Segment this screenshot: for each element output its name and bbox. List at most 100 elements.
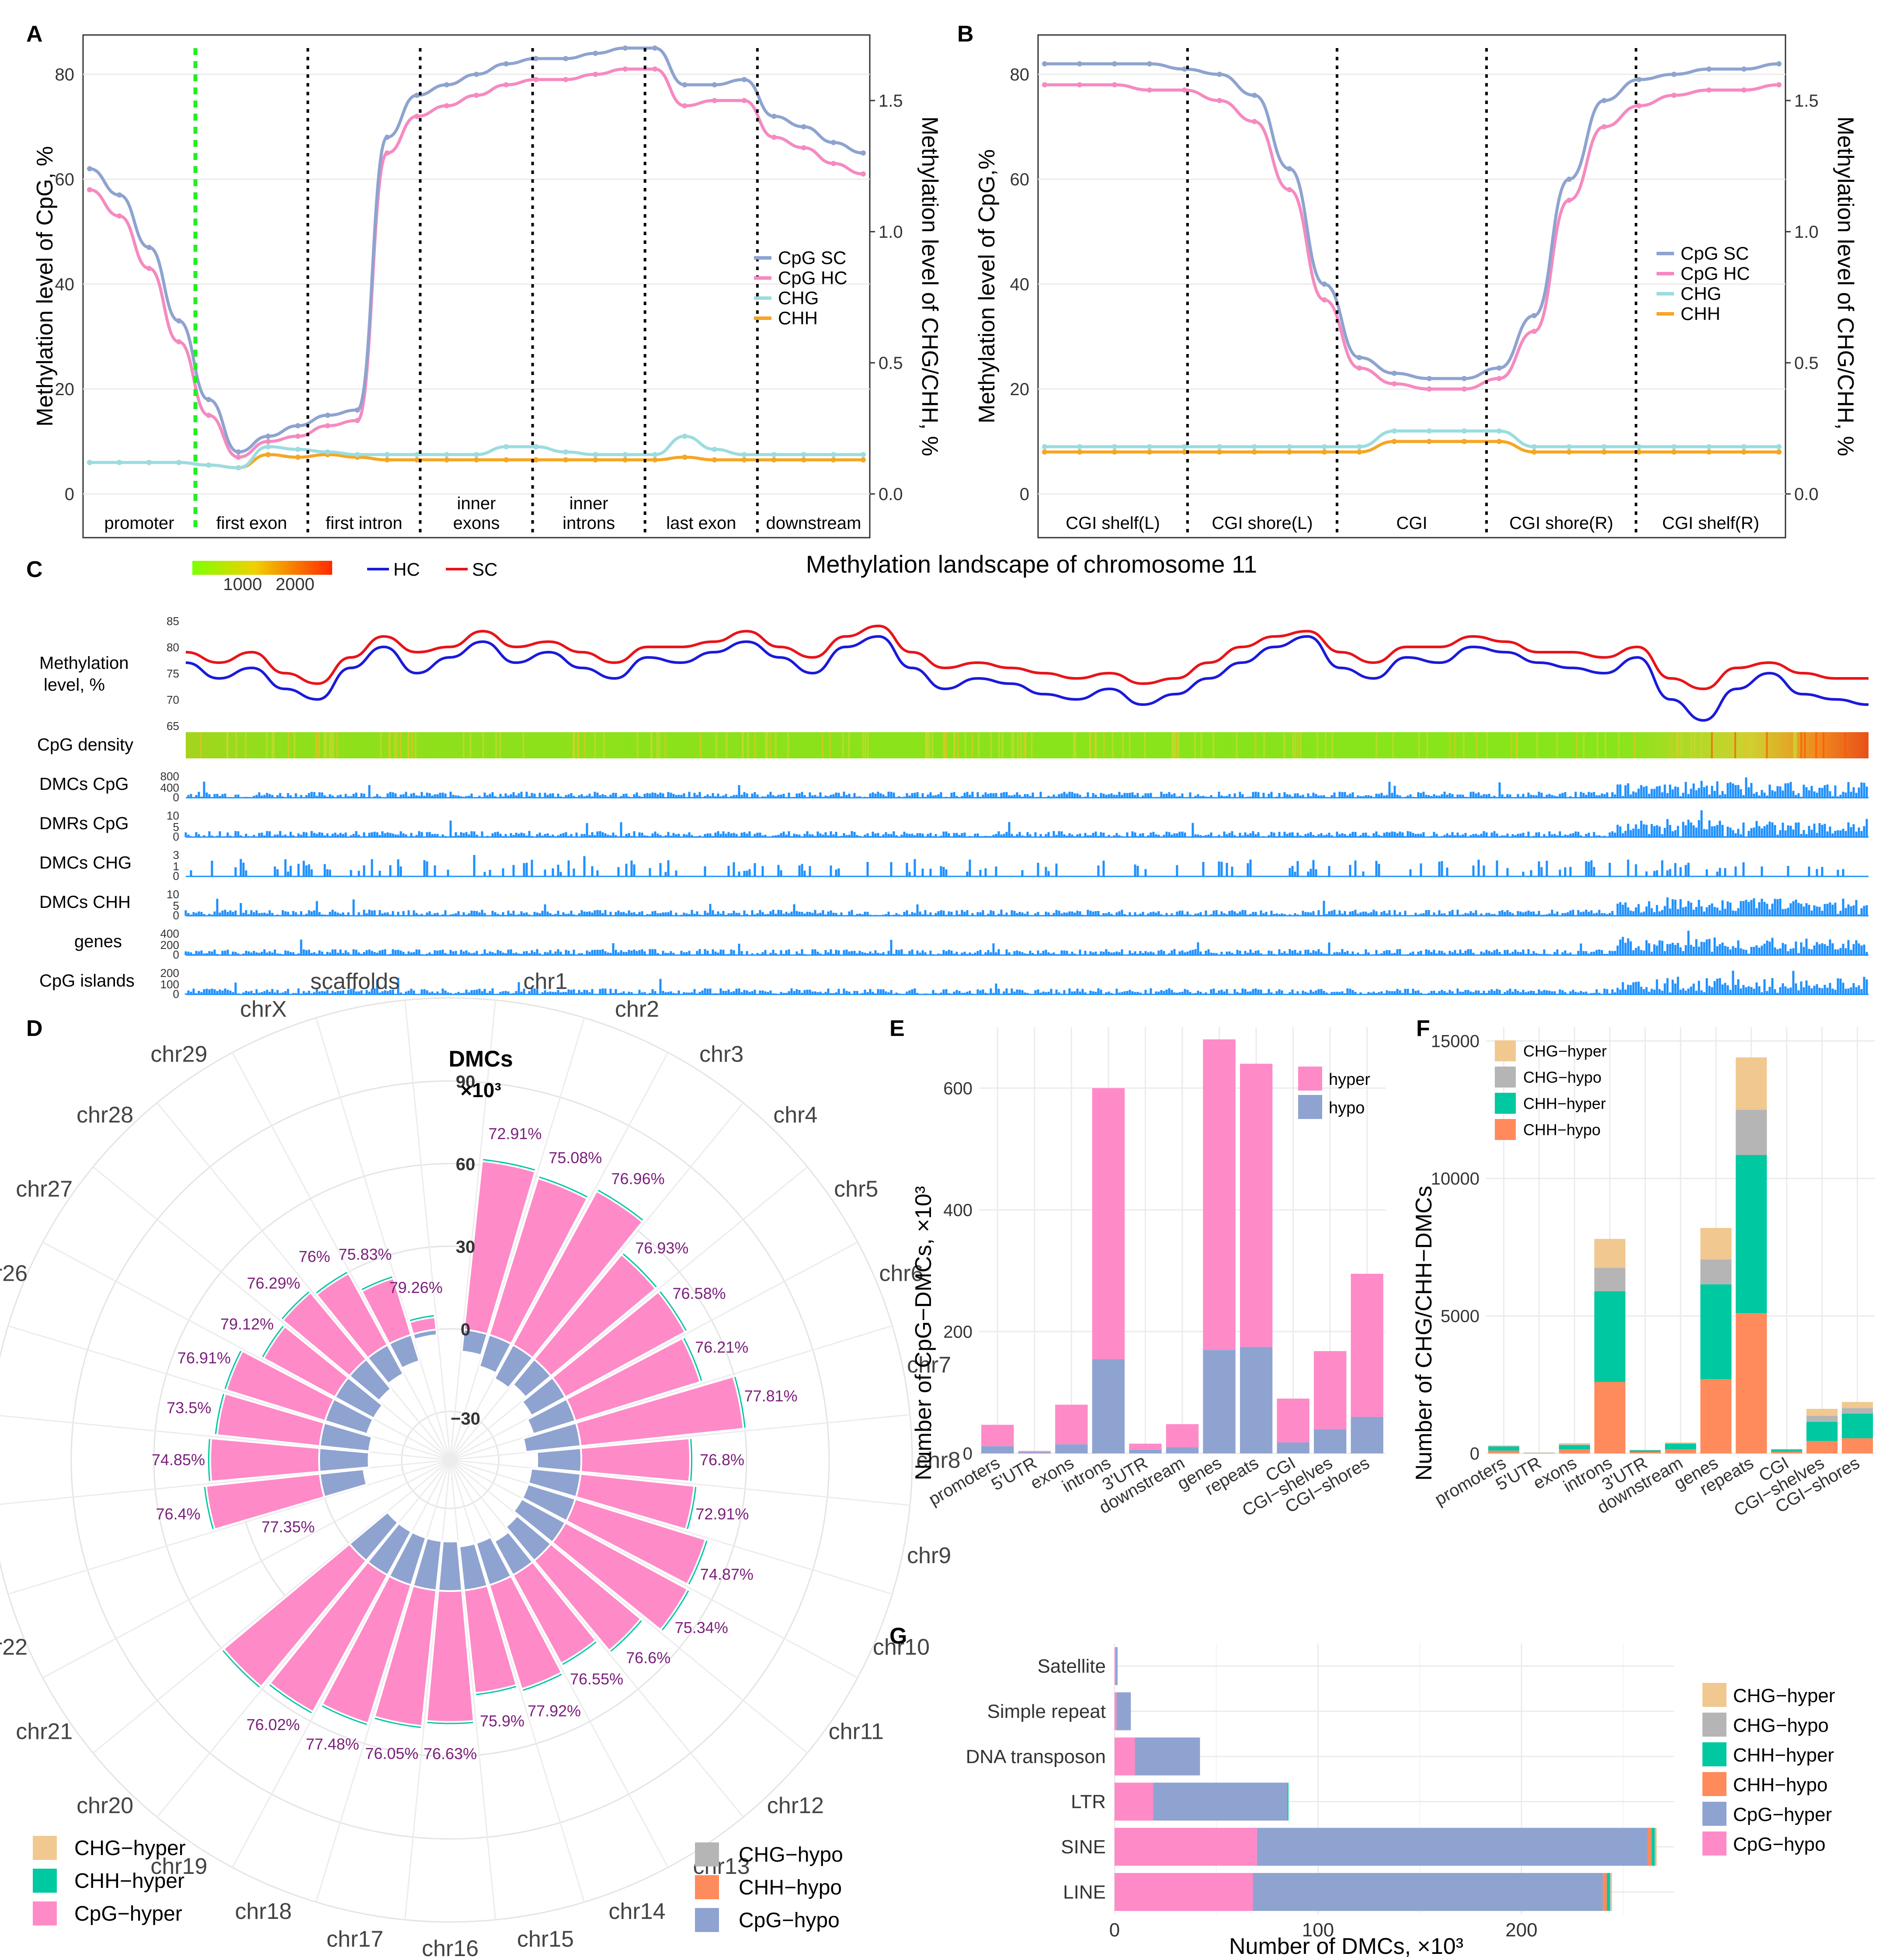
chromosome-label: chr14 xyxy=(608,1899,665,1924)
profile-point-cpg_sc xyxy=(1147,61,1152,66)
chh-hyper-wedge xyxy=(620,1251,660,1290)
polar-spoke xyxy=(92,1166,451,1461)
x-tick: 0 xyxy=(1109,1919,1120,1941)
track-label: genes xyxy=(74,932,122,951)
density-stripe xyxy=(699,732,702,758)
bar-chg_hypo xyxy=(1736,1109,1767,1155)
density-stripe xyxy=(584,732,586,758)
density-stripe xyxy=(1089,732,1091,758)
density-stripe xyxy=(1316,732,1319,758)
bar-chg_hyper xyxy=(1594,1239,1626,1268)
region-label: introns xyxy=(563,514,615,533)
chromosome-label: chr4 xyxy=(773,1102,817,1128)
legend-swatch xyxy=(33,1901,57,1925)
legend-swatch xyxy=(1495,1119,1516,1140)
region-label: exons xyxy=(453,514,500,533)
density-stripe xyxy=(971,732,973,758)
chh-hyper-wedge xyxy=(608,1617,645,1654)
bar-chh_hypo xyxy=(1736,1313,1767,1453)
right-tick: 1.0 xyxy=(1794,222,1819,242)
chromosome-label: chr17 xyxy=(326,1927,383,1952)
legend-swatch xyxy=(1495,1093,1516,1114)
y-tick: 10000 xyxy=(1431,1169,1480,1189)
track-tick: 10 xyxy=(167,888,179,901)
polar-spoke xyxy=(404,1000,451,1460)
polar-spoke xyxy=(449,1000,497,1460)
bar-chh_hyper xyxy=(1607,1873,1610,1911)
chromosome-label: chrX xyxy=(240,997,287,1022)
meth-tick: 80 xyxy=(167,641,179,654)
chromosome-label: chr26 xyxy=(0,1261,28,1286)
sc-line xyxy=(185,624,1869,691)
bar-hypo xyxy=(1166,1447,1199,1453)
region-label: CGI shelf(L) xyxy=(1066,514,1160,533)
profile-point-cpg_sc xyxy=(652,45,658,51)
profile-point-chh xyxy=(1077,449,1082,455)
profile-point-chh xyxy=(414,457,420,462)
profile-point-chg xyxy=(444,452,449,457)
density-stripe xyxy=(394,732,396,758)
y-tick: 400 xyxy=(943,1201,973,1220)
bar-chg_hypo xyxy=(1841,1408,1873,1414)
polar-spoke xyxy=(8,1459,451,1595)
hypo-wedge xyxy=(536,1447,583,1473)
bar-chg_hyper xyxy=(1656,1828,1657,1866)
polar-spoke xyxy=(156,1460,451,1818)
density-stripe xyxy=(1297,732,1299,758)
chh-hyper-wedge xyxy=(537,1174,590,1200)
profile-point-cpg_sc xyxy=(1392,371,1397,376)
hypo-wedge xyxy=(412,1328,438,1341)
legend-label: CHG−hypo xyxy=(1733,1715,1829,1736)
legend-swatch xyxy=(695,1875,719,1899)
track-tick: 0 xyxy=(173,948,179,961)
bar-hypo xyxy=(1129,1449,1162,1453)
x-tick: 100 xyxy=(1302,1919,1334,1941)
profile-point-cpg_hc xyxy=(265,439,271,444)
radial-tick: 60 xyxy=(456,1155,476,1174)
legend-label: CHH−hyper xyxy=(74,1870,184,1893)
panel-b-regions: CGI shelf(L) CGI shore(L) CGI CGI shore(R) C… xyxy=(1066,48,1759,533)
density-stripe xyxy=(769,732,771,758)
density-stripe xyxy=(293,732,295,758)
density-stripe xyxy=(332,732,334,758)
polar-spoke xyxy=(450,1166,808,1461)
profile-point-cpg_sc xyxy=(830,140,836,145)
profile-point-cpg_sc xyxy=(1287,166,1292,171)
legend-label: CHH xyxy=(778,308,818,328)
y-tick: LINE xyxy=(1063,1881,1106,1903)
y-tick: Satellite xyxy=(1037,1656,1106,1677)
density-stripe xyxy=(1031,732,1033,758)
track-tick: 10 xyxy=(167,809,179,822)
legend-label: CpG−hyper xyxy=(1733,1804,1832,1825)
profile-point-cpg_sc xyxy=(176,318,182,323)
bar-hyper xyxy=(1018,1451,1051,1453)
hypo-wedge xyxy=(324,1397,375,1435)
chromosome-label: chr16 xyxy=(422,1936,479,1960)
bar-chh_hyper xyxy=(1665,1443,1696,1449)
panel-f-ylabel: Number of CHG/CHH−DMCs xyxy=(1411,1186,1437,1481)
panel-a-label: A xyxy=(26,21,43,47)
chh-hyper-wedge xyxy=(222,1348,244,1391)
region-label: CGI shore(L) xyxy=(1212,514,1313,533)
hypo-wedge xyxy=(521,1376,567,1417)
profile-point-cpg_sc xyxy=(444,82,449,87)
polar-grid-ring xyxy=(70,1080,830,1840)
profile-point-chh xyxy=(1112,449,1117,455)
chh-hyper-wedge xyxy=(320,1703,369,1727)
density-stripe xyxy=(603,732,605,758)
bar-chg_hyper xyxy=(1611,1873,1612,1911)
chromosome-label: chr7 xyxy=(907,1352,951,1378)
profile-point-chh xyxy=(504,457,509,462)
density-stripe xyxy=(1680,732,1682,758)
density-stripe xyxy=(1171,732,1174,758)
panel-a-regions: promoter first exon first introninnerexons… xyxy=(104,48,861,533)
density-stripe xyxy=(1111,732,1114,758)
profile-point-cpg_sc xyxy=(354,407,360,413)
density-stripe xyxy=(1671,732,1673,758)
legend-label: CHH−hypo xyxy=(1733,1774,1827,1796)
density-stripe xyxy=(928,732,930,758)
profile-point-cpg_hc xyxy=(1671,93,1677,98)
profile-point-chh xyxy=(1217,449,1222,455)
hypo-wedge xyxy=(478,1334,513,1374)
hypo-wedge xyxy=(437,1540,463,1592)
